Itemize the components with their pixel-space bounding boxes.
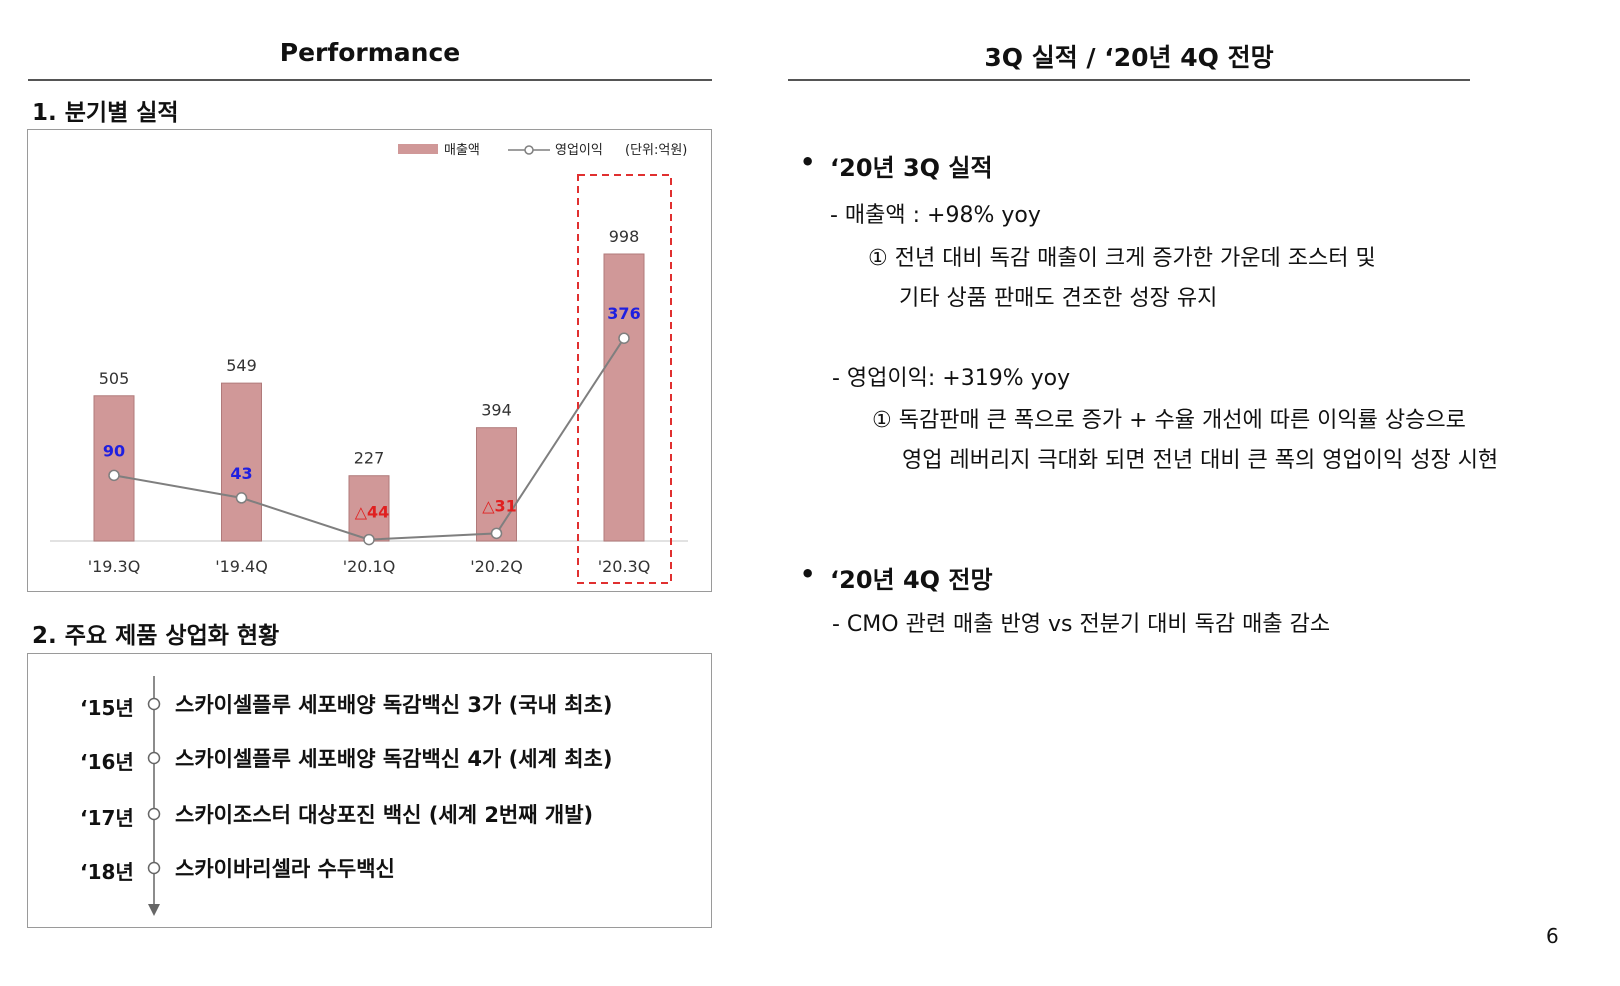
sales-value-label: 998 bbox=[609, 227, 640, 246]
quarterly-performance-chart: 매출액 영업이익 (단위:억원) '19.3Q '19.4Q '20.1Q '20.2… bbox=[50, 143, 688, 584]
right-header: 3Q 실적 / ‘20년 4Q 전망 bbox=[984, 43, 1274, 72]
bullet-dot: • bbox=[800, 560, 816, 588]
q3-results-title: ‘20년 3Q 실적 bbox=[830, 154, 993, 182]
sales-value-label: 394 bbox=[481, 401, 512, 420]
left-header: Performance bbox=[279, 38, 461, 67]
profit-marker bbox=[235, 492, 248, 504]
highlight-box bbox=[577, 174, 672, 584]
sales-bar bbox=[221, 382, 262, 542]
sales-detail-line2: 기타 상품 판매도 견조한 성장 유지 bbox=[899, 286, 1218, 311]
page-number: 6 bbox=[1546, 924, 1559, 948]
timeline-node bbox=[147, 751, 161, 765]
right-header-rule bbox=[788, 79, 1470, 81]
sales-bar bbox=[603, 253, 645, 542]
legend-marker bbox=[524, 145, 534, 155]
left-header-rule bbox=[28, 79, 712, 81]
sales-value-label: 227 bbox=[354, 449, 385, 468]
profit-marker bbox=[108, 469, 120, 482]
sales-bar bbox=[93, 395, 135, 542]
profit-detail-line2: 영업 레버리지 극대화 되면 전년 대비 큰 폭의 영업이익 성장 시현 bbox=[902, 448, 1499, 473]
category-tick-label: '19.4Q bbox=[215, 557, 268, 576]
timeline-arrow-icon bbox=[148, 904, 160, 916]
sales-yoy-line: - 매출액 : +98% yoy bbox=[830, 203, 1041, 228]
chart-legend: 매출액 영업이익 (단위:억원) bbox=[398, 143, 687, 158]
sales-value-label: 549 bbox=[226, 356, 257, 375]
bullet-dot: • bbox=[800, 148, 816, 176]
category-tick-label: '19.3Q bbox=[88, 557, 141, 576]
timeline-year: ‘17년 bbox=[80, 806, 134, 830]
legend-unit-label: (단위:억원) bbox=[625, 143, 687, 158]
timeline-node bbox=[147, 861, 161, 875]
category-tick-label: '20.2Q bbox=[470, 557, 523, 576]
profit-value-label: △44 bbox=[355, 503, 390, 522]
category-tick-label: '20.1Q bbox=[343, 557, 396, 576]
profit-value-label: △31 bbox=[482, 496, 517, 515]
section1-title: 1. 분기별 실적 bbox=[32, 100, 179, 126]
profit-marker bbox=[490, 527, 503, 540]
sales-bar bbox=[476, 427, 517, 542]
timeline-text: 스카이셀플루 세포배양 독감백신 4가 (세계 최초) bbox=[175, 747, 613, 771]
timeline-text: 스카이조스터 대상포진 백신 (세계 2번째 개발) bbox=[175, 803, 594, 827]
timeline-text: 스카이셀플루 세포배양 독감백신 3가 (국내 최초) bbox=[175, 693, 613, 717]
timeline-panel: ‘15년 스카이셀플루 세포배양 독감백신 3가 (국내 최초) ‘16년 스카… bbox=[27, 653, 712, 928]
q4-outlook-title: ‘20년 4Q 전망 bbox=[830, 566, 993, 594]
profit-value-label: 43 bbox=[230, 464, 252, 483]
q4-outlook-line: - CMO 관련 매출 반영 vs 전분기 대비 독감 매출 감소 bbox=[832, 612, 1331, 637]
profit-yoy-line: - 영업이익: +319% yoy bbox=[832, 366, 1071, 391]
sales-detail-line1: ① 전년 대비 독감 매출이 크게 증가한 가운데 조스터 및 bbox=[868, 246, 1376, 271]
legend-sales-label: 매출액 bbox=[444, 143, 480, 158]
timeline-node bbox=[147, 697, 161, 711]
legend-bar-swatch bbox=[398, 144, 438, 154]
timeline-node bbox=[147, 807, 161, 821]
category-tick-label: '20.3Q bbox=[598, 557, 651, 576]
profit-value-label: 376 bbox=[607, 304, 640, 323]
legend-profit-label: 영업이익 bbox=[555, 143, 603, 158]
timeline-year: ‘18년 bbox=[80, 860, 134, 884]
timeline-year: ‘16년 bbox=[80, 750, 134, 774]
profit-detail-line1: ① 독감판매 큰 폭으로 증가 + 수율 개선에 따른 이익률 상승으로 bbox=[872, 408, 1466, 433]
timeline-text: 스카이바리셀라 수두백신 bbox=[175, 857, 395, 881]
timeline-axis bbox=[147, 676, 161, 916]
profit-marker bbox=[363, 533, 375, 546]
chart-panel: 매출액 영업이익 (단위:억원) '19.3Q '19.4Q '20.1Q '20.2… bbox=[27, 129, 712, 592]
profit-marker bbox=[618, 332, 630, 344]
sales-bar bbox=[348, 475, 390, 542]
section2-title: 2. 주요 제품 상업화 현황 bbox=[32, 623, 280, 649]
timeline-year: ‘15년 bbox=[80, 696, 134, 720]
profit-value-label: 90 bbox=[103, 441, 125, 460]
sales-value-label: 505 bbox=[99, 369, 130, 388]
